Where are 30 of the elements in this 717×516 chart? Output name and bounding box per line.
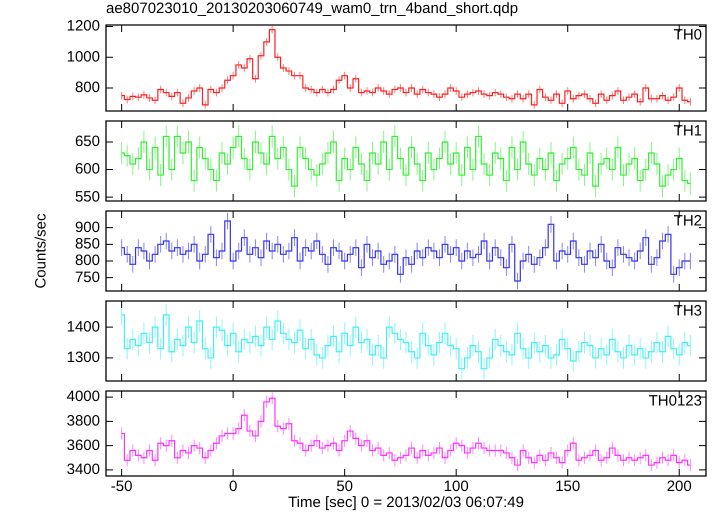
y-tick-label: 1000 [66, 48, 100, 66]
x-tick-label: -50 [110, 478, 132, 496]
x-tick-label: 100 [444, 478, 469, 496]
x-tick-label: 50 [336, 478, 354, 496]
y-tick-label: 800 [74, 79, 100, 96]
y-tick-label: 1200 [66, 18, 100, 35]
y-tick-label: 650 [74, 133, 100, 150]
x-tick-label: 150 [555, 478, 580, 496]
x-tick-label: 200 [666, 478, 692, 496]
text: TH0123 [648, 392, 702, 410]
y-tick-label: 750 [74, 268, 100, 286]
chart-title: ae807023010_20130203060749_wam0_trn_4band_short.qdp [106, 0, 518, 17]
text: TH0 [674, 26, 702, 44]
y-tick-label: 900 [74, 218, 100, 236]
series-label: TH2 [674, 212, 702, 230]
series-label: TH3 [674, 302, 702, 320]
series-label: TH1 [674, 122, 702, 140]
x-axis-title: Time [sec] 0 = 2013/02/03 06:07:49 [287, 494, 525, 511]
y-tick-label: 3800 [66, 412, 100, 430]
y-tick-label: 1400 [66, 318, 100, 336]
y-axis-title: Counts/sec [32, 213, 50, 289]
y-tick-label: 1300 [66, 349, 100, 366]
y-tick-label: 850 [74, 235, 100, 252]
y-tick-label: 3600 [66, 436, 100, 454]
y-tick-label: 3400 [66, 461, 100, 478]
y-tick-label: 4000 [66, 388, 100, 406]
y-tick-label: 800 [74, 252, 100, 270]
y-tick-label: 550 [74, 188, 100, 206]
x-tick-label: 0 [228, 478, 238, 496]
y-tick-label: 600 [74, 160, 100, 178]
